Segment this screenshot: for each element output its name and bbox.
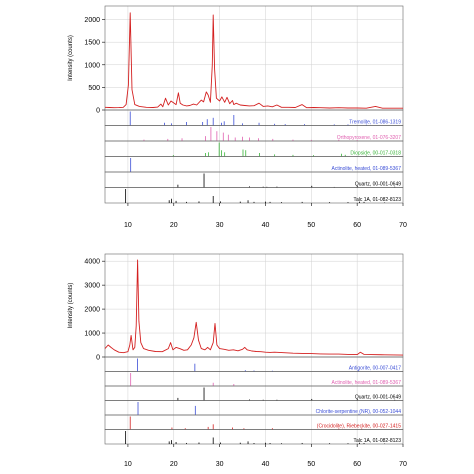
chart-panel-2: Antigorite, 00-007-0417 Actinolite, heate…: [68, 253, 407, 468]
reference-pattern-3: Quartz, 00-001-0649: [104, 385, 404, 401]
reference-label: Talc 1A, 01-082-8123: [353, 197, 401, 203]
y-tick-label: 1000: [84, 62, 100, 69]
x-tick-label: 20: [170, 222, 178, 229]
y-tick-label: 4000: [84, 259, 100, 266]
x-tick-label: 30: [216, 222, 224, 229]
x-tick-label: 60: [353, 222, 361, 229]
x-tick-label: 70: [399, 461, 407, 468]
reference-label: Diopside, 00-017-0318: [350, 151, 401, 157]
x-tick-label: 70: [399, 222, 407, 229]
reference-pattern-6: Talc 1A, 01-082-8123: [104, 187, 404, 204]
reference-pattern-5: (Crocidolite), Riebeckite, 00-027-1415: [104, 414, 404, 430]
y-tick-label: 3000: [84, 283, 100, 290]
y-tick-label: 2000: [84, 17, 100, 24]
reference-label: Quartz, 00-001-0649: [355, 182, 401, 188]
x-tick-label: 50: [307, 461, 315, 468]
reference-pattern-6: Talc 1A, 01-082-8123: [104, 429, 404, 445]
reference-label: Tremolite, 01-086-1319: [349, 120, 401, 126]
y-axis-title: Intensity (counts): [68, 283, 74, 329]
x-tick-label: 10: [124, 461, 132, 468]
reference-pattern-1: Tremolite, 01-086-1319: [104, 109, 404, 126]
reference-pattern-2: Actinolite, heated, 01-089-5367: [104, 371, 404, 387]
x-tick-label: 50: [307, 222, 315, 229]
reference-label: Orthopyroxene, 01-076-3207: [337, 135, 401, 141]
y-axis-title: Intensity (counts): [68, 35, 74, 81]
reference-pattern-2: Orthopyroxene, 01-076-3207: [104, 125, 404, 142]
reference-pattern-3: Diopside, 00-017-0318: [104, 140, 404, 157]
reference-pattern-4: Chlorite-serpentine (NR), 00-052-1044: [104, 400, 404, 416]
reference-label: Actinolite, heated, 01-089-5367: [332, 380, 402, 386]
reference-label: (Crocidolite), Riebeckite, 00-027-1415: [317, 424, 401, 430]
plot-frame: [104, 253, 404, 358]
reference-pattern-5: Quartz, 00-001-0649: [104, 171, 404, 188]
x-tick-label: 40: [262, 461, 270, 468]
series-line-1: [104, 259, 404, 356]
reference-label: Actinolite, heated, 01-089-5367: [332, 166, 402, 172]
chart-panel-1: Tremolite, 01-086-1319 Orthopyroxene, 01-…: [68, 5, 407, 229]
reference-pattern-4: Actinolite, heated, 01-089-5367: [104, 156, 404, 173]
reference-pattern-1: Antigorite, 00-007-0417: [104, 356, 404, 372]
y-tick-label: 500: [88, 85, 100, 92]
y-tick-label: 1000: [84, 331, 100, 338]
y-tick-label: 2000: [84, 307, 100, 314]
y-tick-label: 0: [96, 108, 100, 115]
reference-label: Chlorite-serpentine (NR), 00-052-1044: [316, 409, 402, 415]
y-tick-label: 1500: [84, 40, 100, 47]
reference-label: Antigorite, 00-007-0417: [349, 366, 401, 372]
x-tick-label: 10: [124, 222, 132, 229]
x-tick-label: 30: [216, 461, 224, 468]
reference-label: Quartz, 00-001-0649: [355, 395, 401, 401]
x-tick-label: 40: [262, 222, 270, 229]
series-line-1: [104, 12, 403, 109]
reference-label: Talc 1A, 01-082-8123: [353, 438, 401, 444]
x-tick-label: 60: [353, 461, 361, 468]
y-tick-label: 0: [96, 355, 100, 362]
plot-frame: [104, 5, 404, 111]
x-tick-label: 20: [170, 461, 178, 468]
